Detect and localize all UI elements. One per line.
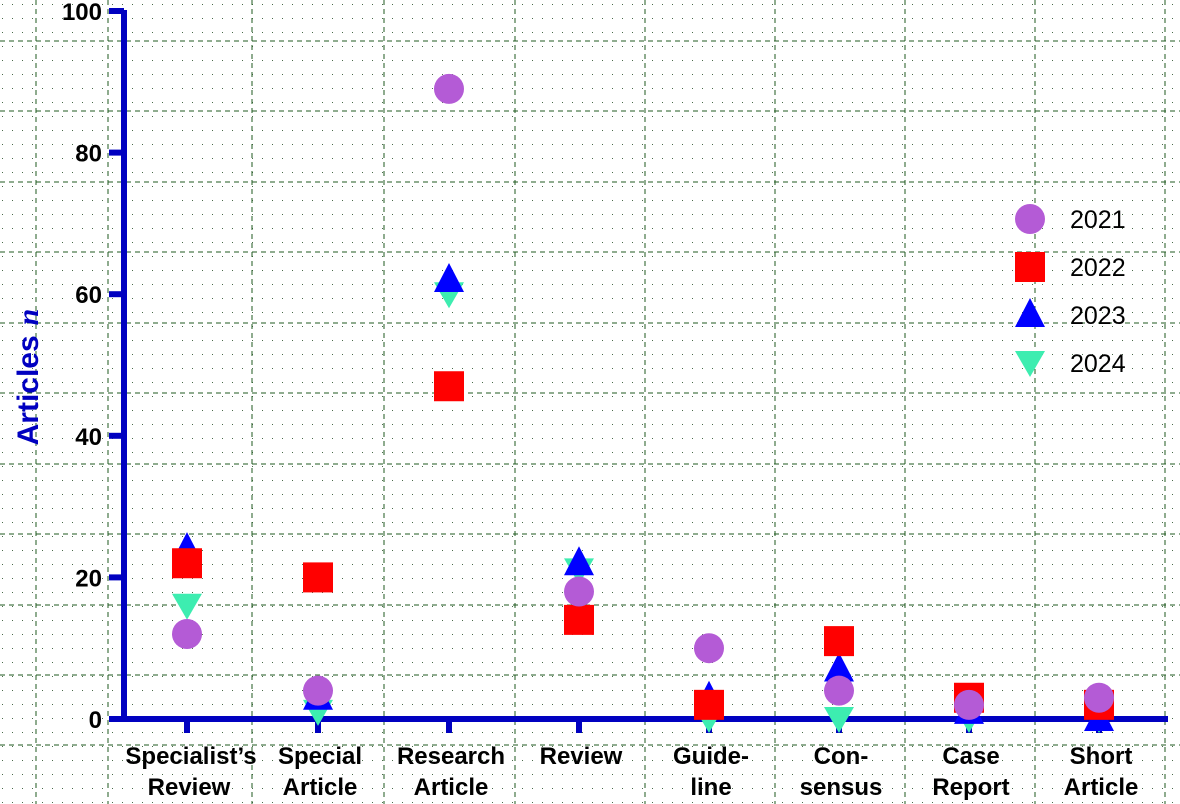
legend-label: 2024 xyxy=(1070,350,1126,378)
x-category-label: Article xyxy=(414,774,489,801)
x-category-label: Short xyxy=(1070,743,1133,770)
data-point-circle xyxy=(303,675,333,706)
y-axis-title: Articles n xyxy=(12,309,45,446)
y-tick-label: 0 xyxy=(89,707,102,734)
x-category-label: Con- xyxy=(814,743,869,770)
data-point-circle xyxy=(434,73,464,104)
data-points xyxy=(172,73,1114,733)
data-point-square xyxy=(434,371,464,402)
axes xyxy=(121,10,1168,722)
data-point-square xyxy=(172,548,202,579)
series-2021 xyxy=(172,73,1114,720)
legend-label: 2023 xyxy=(1070,302,1126,330)
legend-item-2024: 2024 xyxy=(1015,350,1126,378)
data-point-triangle-down xyxy=(824,707,854,733)
legend-marker-square xyxy=(1015,252,1045,282)
legend-marker-triangle-up xyxy=(1015,298,1045,327)
data-point-circle xyxy=(564,576,594,607)
x-category-label: line xyxy=(690,774,731,801)
legend-label: 2021 xyxy=(1070,206,1126,234)
data-point-triangle-up xyxy=(564,546,594,576)
legend-item-2022: 2022 xyxy=(1015,252,1126,282)
y-axis-ticks: 0 20 40 60 80 100 xyxy=(62,0,124,734)
data-point-circle xyxy=(824,675,854,706)
legend-item-2023: 2023 xyxy=(1015,298,1126,330)
x-category-label: Article xyxy=(283,774,358,801)
y-tick-label: 20 xyxy=(75,565,102,592)
legend: 2021 2022 2023 2024 xyxy=(1015,204,1126,378)
data-point-triangle-up xyxy=(434,263,464,293)
y-tick-label: 100 xyxy=(62,0,102,26)
data-point-square xyxy=(564,604,594,635)
data-point-circle xyxy=(954,689,984,720)
x-category-label: Research xyxy=(397,743,505,770)
x-category-label: Case xyxy=(942,743,999,770)
legend-marker-circle xyxy=(1015,204,1045,234)
data-point-square xyxy=(694,689,724,720)
legend-label: 2022 xyxy=(1070,254,1126,282)
legend-marker-triangle-down xyxy=(1015,351,1045,377)
data-point-triangle-down xyxy=(172,593,202,620)
x-category-label: Report xyxy=(932,774,1009,801)
y-axis-label: Articles xyxy=(12,335,45,445)
data-point-circle xyxy=(694,633,724,664)
x-category-label: Article xyxy=(1064,774,1139,801)
y-axis-label-n: n xyxy=(12,309,45,326)
data-point-triangle-up xyxy=(824,652,854,682)
data-point-square xyxy=(824,626,854,657)
x-category-label: Review xyxy=(540,743,623,770)
x-category-label: Specialist’s xyxy=(125,743,256,770)
y-tick-label: 80 xyxy=(75,141,102,168)
data-point-square xyxy=(303,562,333,593)
data-point-circle xyxy=(172,619,202,650)
x-category-label: Review xyxy=(148,774,231,801)
legend-item-2021: 2021 xyxy=(1015,204,1126,234)
y-tick-label: 60 xyxy=(75,282,102,309)
y-tick-label: 40 xyxy=(75,424,102,451)
x-category-label: sensus xyxy=(800,774,883,801)
svg-text:Articlesn: Articles n xyxy=(12,309,45,446)
data-point-circle xyxy=(1084,682,1114,713)
x-category-label: Guide- xyxy=(673,743,749,770)
x-category-label: Special xyxy=(278,743,362,770)
